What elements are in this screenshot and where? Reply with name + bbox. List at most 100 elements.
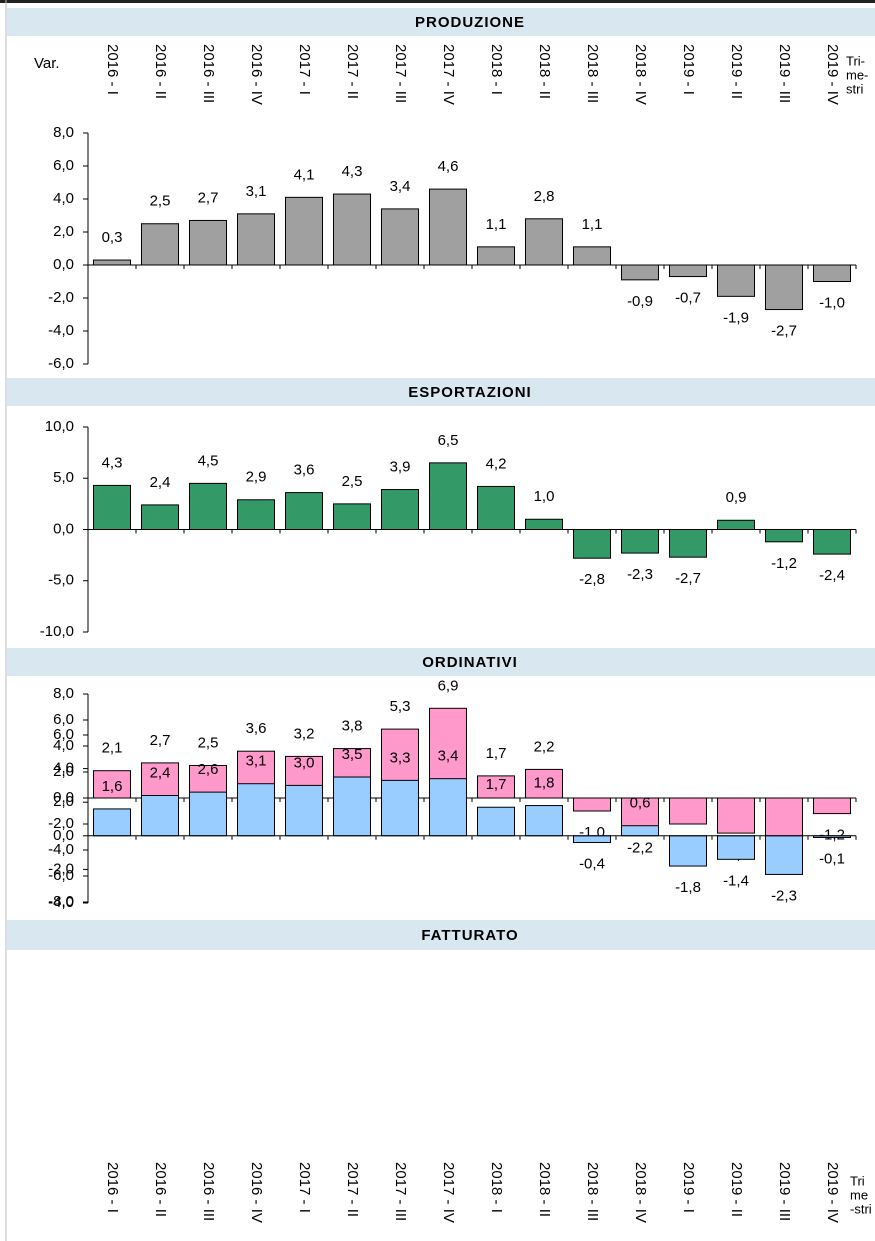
data-label: 3,9 [390,458,411,475]
data-label: -2,2 [627,840,653,857]
y-tick-label: 8,0 [53,124,74,141]
x-tick-label: 2018 - IV [632,44,649,105]
bar [93,770,131,799]
bar [93,808,131,837]
x-tick-label: 2017 - I [296,1162,313,1213]
y-tick-label: -2,0 [48,815,74,832]
data-label: 4,1 [294,166,315,183]
x-tick-label: 2016 - III [200,1162,217,1221]
y-tick-label: -2,0 [48,860,74,877]
bar [237,213,275,266]
bar [381,489,419,530]
x-tick-label: 2017 - III [392,1162,409,1221]
y-tick-label: -6,0 [48,867,74,884]
y-axis-label: Var. [34,55,60,72]
bar [189,219,227,266]
data-label: -1,2 [819,827,845,844]
data-label: -1,2 [771,555,797,572]
chart-title: ORDINATIVI [422,654,518,671]
x-tick-label: 2017 - II [344,44,361,99]
bar [477,246,515,266]
x-tick-label: 2016 - I [104,1162,121,1213]
data-label: 3,6 [246,720,267,737]
bar [765,797,803,842]
x-tick-label: 2017 - III [392,44,409,103]
x-tick-label: 2017 - I [296,44,313,95]
x-tick-label: 2019 - I [680,1162,697,1213]
bar [765,529,803,543]
x-tick-label: 2018 - III [584,44,601,103]
x-tick-label: 2016 - I [104,44,121,95]
x-tick-label: 2019 - I [680,44,697,95]
y-tick-label: 6,0 [53,157,74,174]
bar [93,259,131,266]
bar [381,208,419,266]
y-tick-label: 0,0 [53,827,74,844]
x-tick-label: 2016 - II [152,44,169,99]
chart-title: ESPORTAZIONI [408,384,531,401]
x-tick-label: 2018 - I [488,44,505,95]
x-axis-label: me [850,1187,868,1202]
x-tick-label: 2017 - IV [440,44,457,105]
y-tick-label: 0,0 [53,789,74,806]
data-label: 3,5 [342,746,363,763]
bar [141,762,179,799]
bar [525,768,563,799]
data-label: -1,8 [675,879,701,896]
data-label: 3,4 [438,748,459,765]
x-tick-label: 2016 - IV [248,44,265,105]
bar [93,484,131,530]
bar [525,805,563,837]
bar [381,779,419,837]
y-tick-label: 2,0 [53,223,74,240]
y-tick-label: 6,0 [53,726,74,743]
bar [333,193,371,266]
data-label: 1,8 [534,775,555,792]
data-label: 2,6 [198,761,219,778]
data-label: 1,1 [486,216,507,233]
y-tick-label: -6,0 [48,355,74,372]
x-tick-label: 2019 - IV [824,44,841,105]
data-label: -2,7 [771,323,797,340]
bar [621,264,659,281]
y-tick-label: 2,0 [53,793,74,810]
y-tick-label: 4,0 [53,190,74,207]
data-label: 2,4 [150,474,171,491]
data-label: 3,0 [294,754,315,771]
data-label: 2,5 [342,473,363,490]
data-label: -2,3 [627,566,653,583]
bar [813,529,851,555]
y-tick-label: -8,0 [48,893,74,910]
bar [525,518,563,530]
bar [189,791,227,837]
bar [477,485,515,531]
y-tick-label: 0,0 [53,520,74,537]
bar [717,264,755,297]
data-label: 2,4 [150,764,171,781]
data-label: -2,3 [771,887,797,904]
data-label: 2,5 [198,734,219,751]
data-label: 3,2 [294,725,315,742]
data-label: -1,0 [819,294,845,311]
data-label: 4,5 [198,452,219,469]
x-tick-label: 2019 - III [776,44,793,103]
bar [669,797,707,825]
data-label: 0,6 [630,795,651,812]
bar [669,529,707,558]
data-label: -2,8 [579,571,605,588]
data-label: -1,9 [723,309,749,326]
bar [429,778,467,837]
bar [141,223,179,266]
y-tick-label: 4,0 [53,737,74,754]
title-band [7,648,875,676]
bar [813,797,851,815]
data-label: 4,3 [102,454,123,471]
bar [525,218,563,266]
bar [621,529,659,554]
bar [429,188,467,266]
bar [285,784,323,837]
bar [285,196,323,266]
title-band [7,920,875,950]
y-tick-label: 4,0 [53,760,74,777]
